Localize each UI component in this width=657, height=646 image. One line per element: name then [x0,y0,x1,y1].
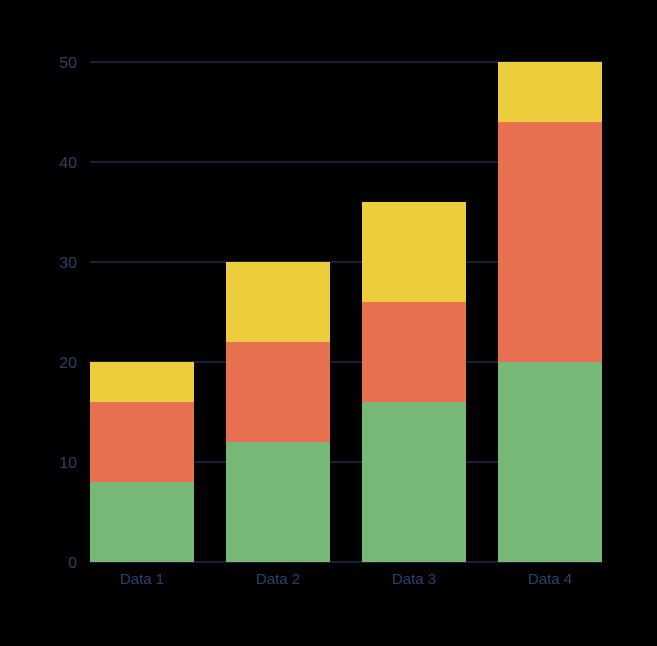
bar-segment-4-2 [498,122,602,362]
bar-segment-3-1 [362,402,466,562]
bar-segment-2-3 [226,262,330,342]
x-tick-label: Data 2 [256,571,300,588]
x-tick-label: Data 4 [528,571,572,588]
bars [90,62,602,562]
bar-segment-2-1 [226,442,330,562]
y-tick-label: 20 [59,355,77,372]
y-tick-label: 30 [59,255,77,272]
x-tick-label: Data 3 [392,571,436,588]
y-tick-label: 10 [59,455,77,472]
y-tick-label: 40 [59,155,77,172]
bar-segment-1-3 [90,362,194,402]
bar-segment-3-3 [362,202,466,302]
bar-segment-3-2 [362,302,466,402]
x-tick-label: Data 1 [120,571,164,588]
bar-segment-4-3 [498,62,602,122]
bar-segment-1-1 [90,482,194,562]
bar-segment-2-2 [226,342,330,442]
y-tick-label: 50 [59,55,77,72]
y-axis-tick-labels: 0 10 20 30 40 50 [59,55,77,572]
bar-segment-1-2 [90,402,194,482]
bar-segment-4-1 [498,362,602,562]
x-axis-tick-labels: Data 1 Data 2 Data 3 Data 4 [120,571,572,588]
y-tick-label: 0 [68,555,77,572]
